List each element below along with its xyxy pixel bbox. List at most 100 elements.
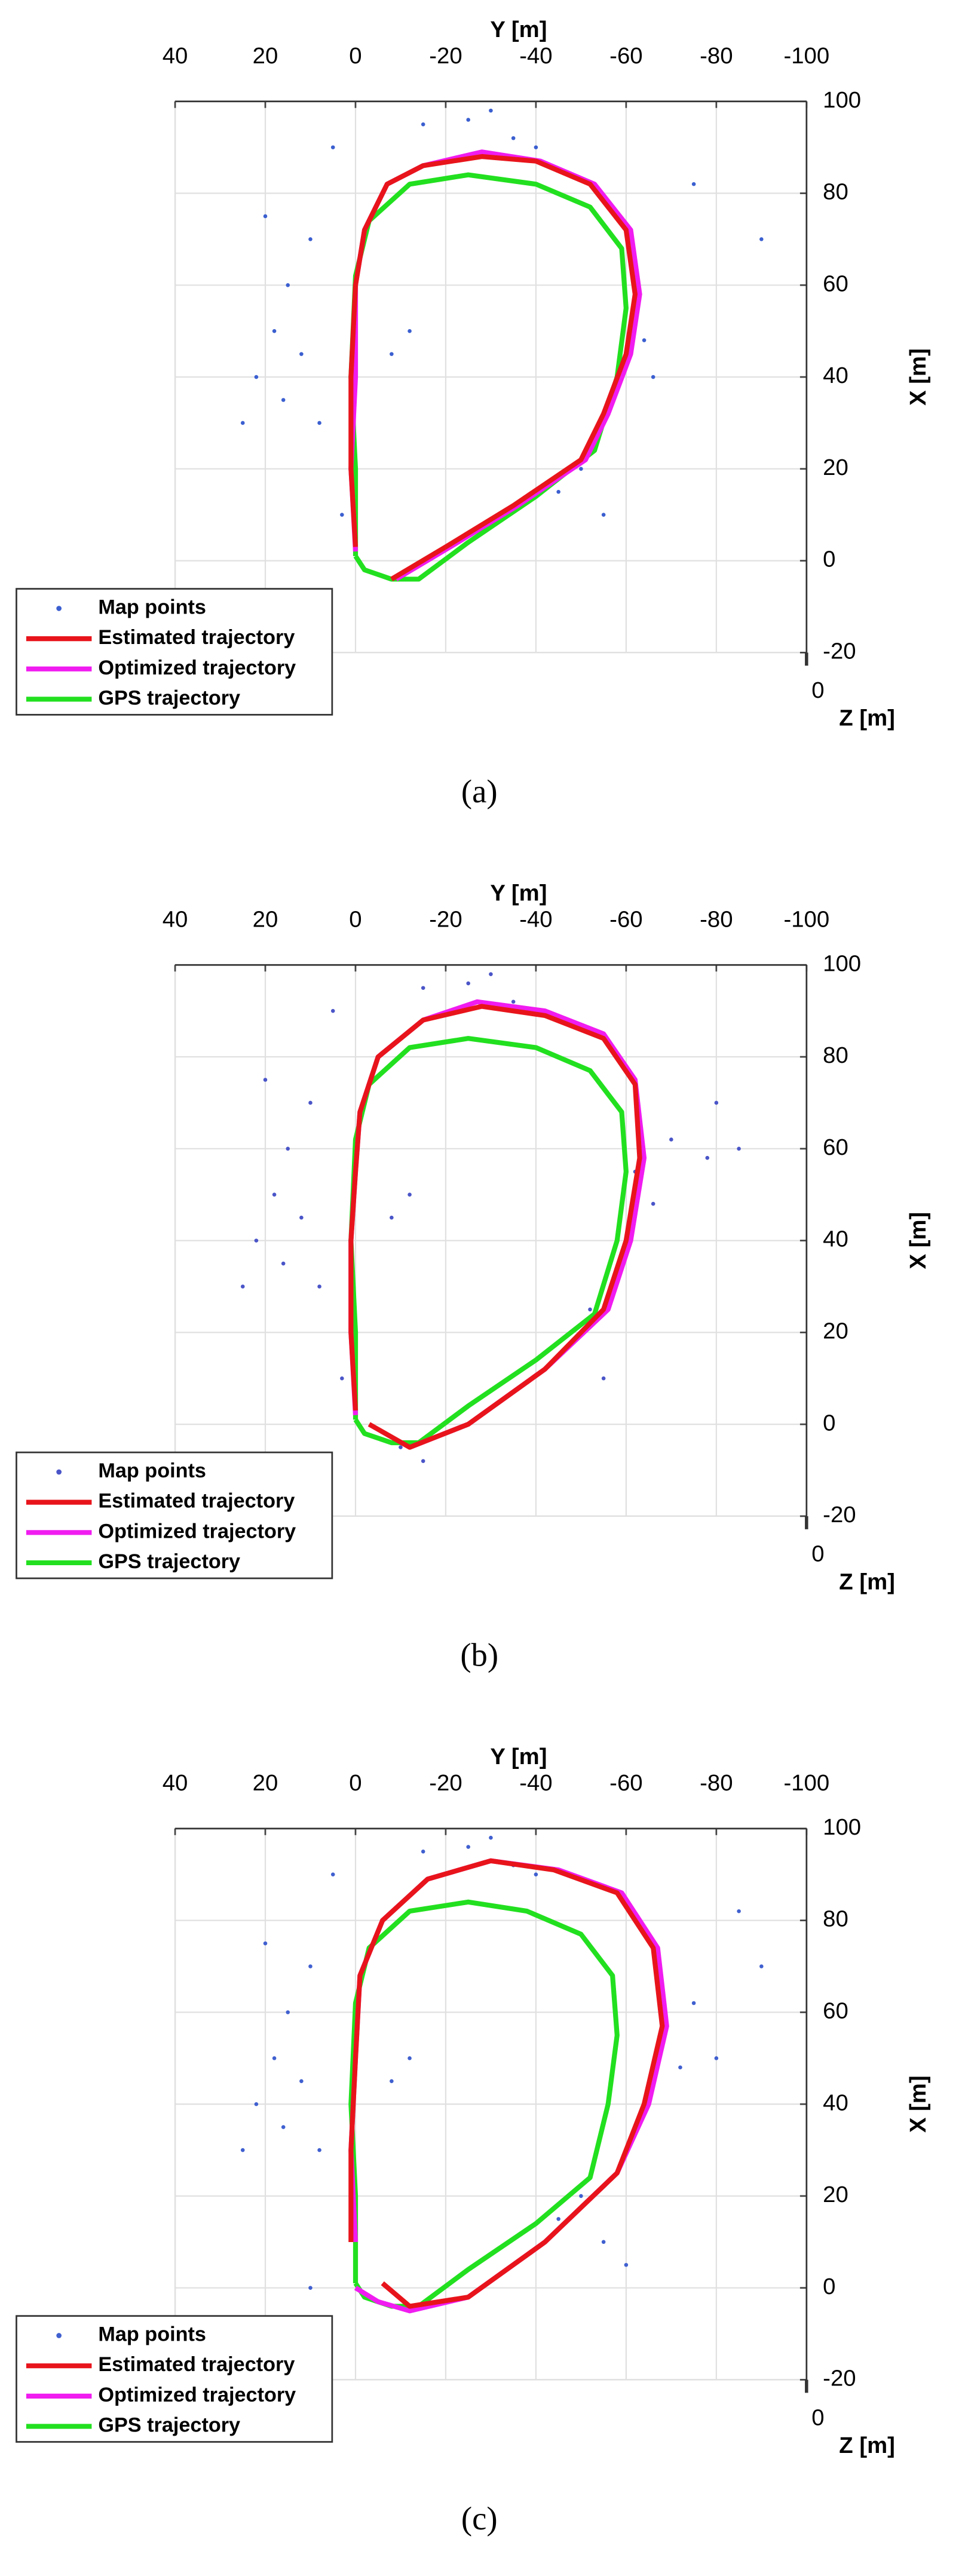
y-tick-label: 20 — [823, 1318, 848, 1344]
map-point — [340, 513, 344, 517]
map-point — [408, 329, 412, 333]
map-point — [511, 999, 516, 1004]
map-point — [390, 1215, 394, 1220]
map-point — [759, 1964, 764, 1968]
trajectory — [348, 1858, 665, 2309]
map-point — [240, 421, 245, 425]
y-tick-label: 0 — [823, 2274, 835, 2299]
y-tick-label: 100 — [823, 950, 861, 976]
x-tick-label: -100 — [783, 43, 829, 69]
z-tick-label: 0 — [811, 677, 824, 703]
legend-label: Map points — [98, 596, 206, 619]
map-point — [263, 1941, 268, 1946]
map-point — [601, 2240, 606, 2244]
map-point — [556, 489, 560, 494]
legend-marker — [56, 1469, 62, 1475]
y-tick-label: 0 — [823, 1410, 835, 1436]
map-point — [705, 1155, 710, 1160]
map-point — [390, 2079, 394, 2083]
x-tick-label: 20 — [253, 1770, 278, 1796]
x-tick-label: -20 — [429, 43, 462, 69]
y-tick-label: 80 — [823, 179, 848, 205]
map-point — [678, 2065, 682, 2069]
map-point — [511, 136, 516, 140]
map-point — [421, 1459, 425, 1463]
map-point — [240, 2148, 245, 2152]
y-tick-label: 40 — [823, 1226, 848, 1252]
map-point — [466, 118, 470, 122]
y-tick-label: 40 — [823, 2090, 848, 2115]
z-axis-label: Z [m] — [839, 706, 895, 731]
trajectory — [348, 1004, 642, 1450]
map-point — [308, 2286, 313, 2290]
x-tick-label: -60 — [609, 43, 642, 69]
map-point — [272, 2056, 277, 2060]
x-tick-label: 0 — [349, 906, 361, 932]
map-point — [737, 1146, 741, 1151]
x-tick-label: -40 — [519, 1770, 552, 1796]
map-point — [691, 2001, 696, 2005]
map-point — [669, 1137, 673, 1142]
x-tick-label: 0 — [349, 1770, 361, 1796]
map-point — [588, 1307, 592, 1312]
map-point — [254, 1238, 259, 1243]
map-point — [714, 1100, 719, 1105]
map-point — [240, 1284, 245, 1289]
y-tick-label: 100 — [823, 1814, 861, 1840]
map-point — [408, 2056, 412, 2060]
map-point — [579, 467, 583, 471]
map-point — [642, 338, 647, 342]
x-tick-label: -40 — [519, 906, 552, 932]
y-tick-label: 20 — [823, 2182, 848, 2207]
y-tick-label: -20 — [823, 1502, 856, 1528]
x-tick-label: -100 — [783, 1770, 829, 1796]
map-point — [281, 398, 286, 402]
map-point — [317, 421, 321, 425]
z-tick-label: 0 — [811, 1541, 824, 1567]
legend-marker — [56, 2333, 62, 2338]
y-tick-label: -20 — [823, 2366, 856, 2391]
y-tick-label: -20 — [823, 638, 856, 664]
y-tick-label: 0 — [823, 547, 835, 572]
map-point — [286, 2010, 290, 2014]
map-point — [390, 352, 394, 356]
x-tick-label: 40 — [163, 906, 188, 932]
x-tick-label: 0 — [349, 43, 361, 69]
map-point — [308, 1100, 313, 1105]
x-axis-label: Y [m] — [490, 17, 547, 42]
y-tick-label: 80 — [823, 1042, 848, 1068]
legend-label: Map points — [98, 1459, 206, 1482]
map-point — [330, 1872, 335, 1877]
z-axis-label: Z [m] — [839, 2433, 895, 2458]
map-point — [489, 972, 493, 976]
y-tick-label: 60 — [823, 1998, 848, 2024]
legend-label: GPS trajectory — [98, 2414, 240, 2437]
map-point — [254, 2102, 259, 2106]
map-point — [317, 1284, 321, 1289]
map-point — [281, 2125, 286, 2129]
x-tick-label: -20 — [429, 906, 462, 932]
x-tick-label: -40 — [519, 43, 552, 69]
map-point — [624, 2262, 629, 2267]
x-tick-label: -80 — [700, 43, 733, 69]
map-point — [466, 981, 470, 986]
map-point — [421, 122, 425, 127]
caption: (c) — [461, 2500, 498, 2537]
legend-label: Estimated trajectory — [98, 2353, 295, 2376]
map-point — [601, 513, 606, 517]
map-point — [286, 1146, 290, 1151]
map-point — [263, 1078, 268, 1082]
legend-label: Estimated trajectory — [98, 1490, 295, 1513]
map-point — [534, 1872, 538, 1877]
legend-label: Map points — [98, 2323, 206, 2346]
map-point — [408, 1192, 412, 1197]
map-point — [272, 1192, 277, 1197]
caption: (a) — [461, 773, 498, 809]
y-tick-label: 60 — [823, 1134, 848, 1160]
y-tick-label: 100 — [823, 87, 861, 113]
x-tick-label: 20 — [253, 43, 278, 69]
legend-box — [16, 588, 333, 716]
map-point — [737, 1909, 741, 1913]
map-point — [489, 108, 493, 113]
